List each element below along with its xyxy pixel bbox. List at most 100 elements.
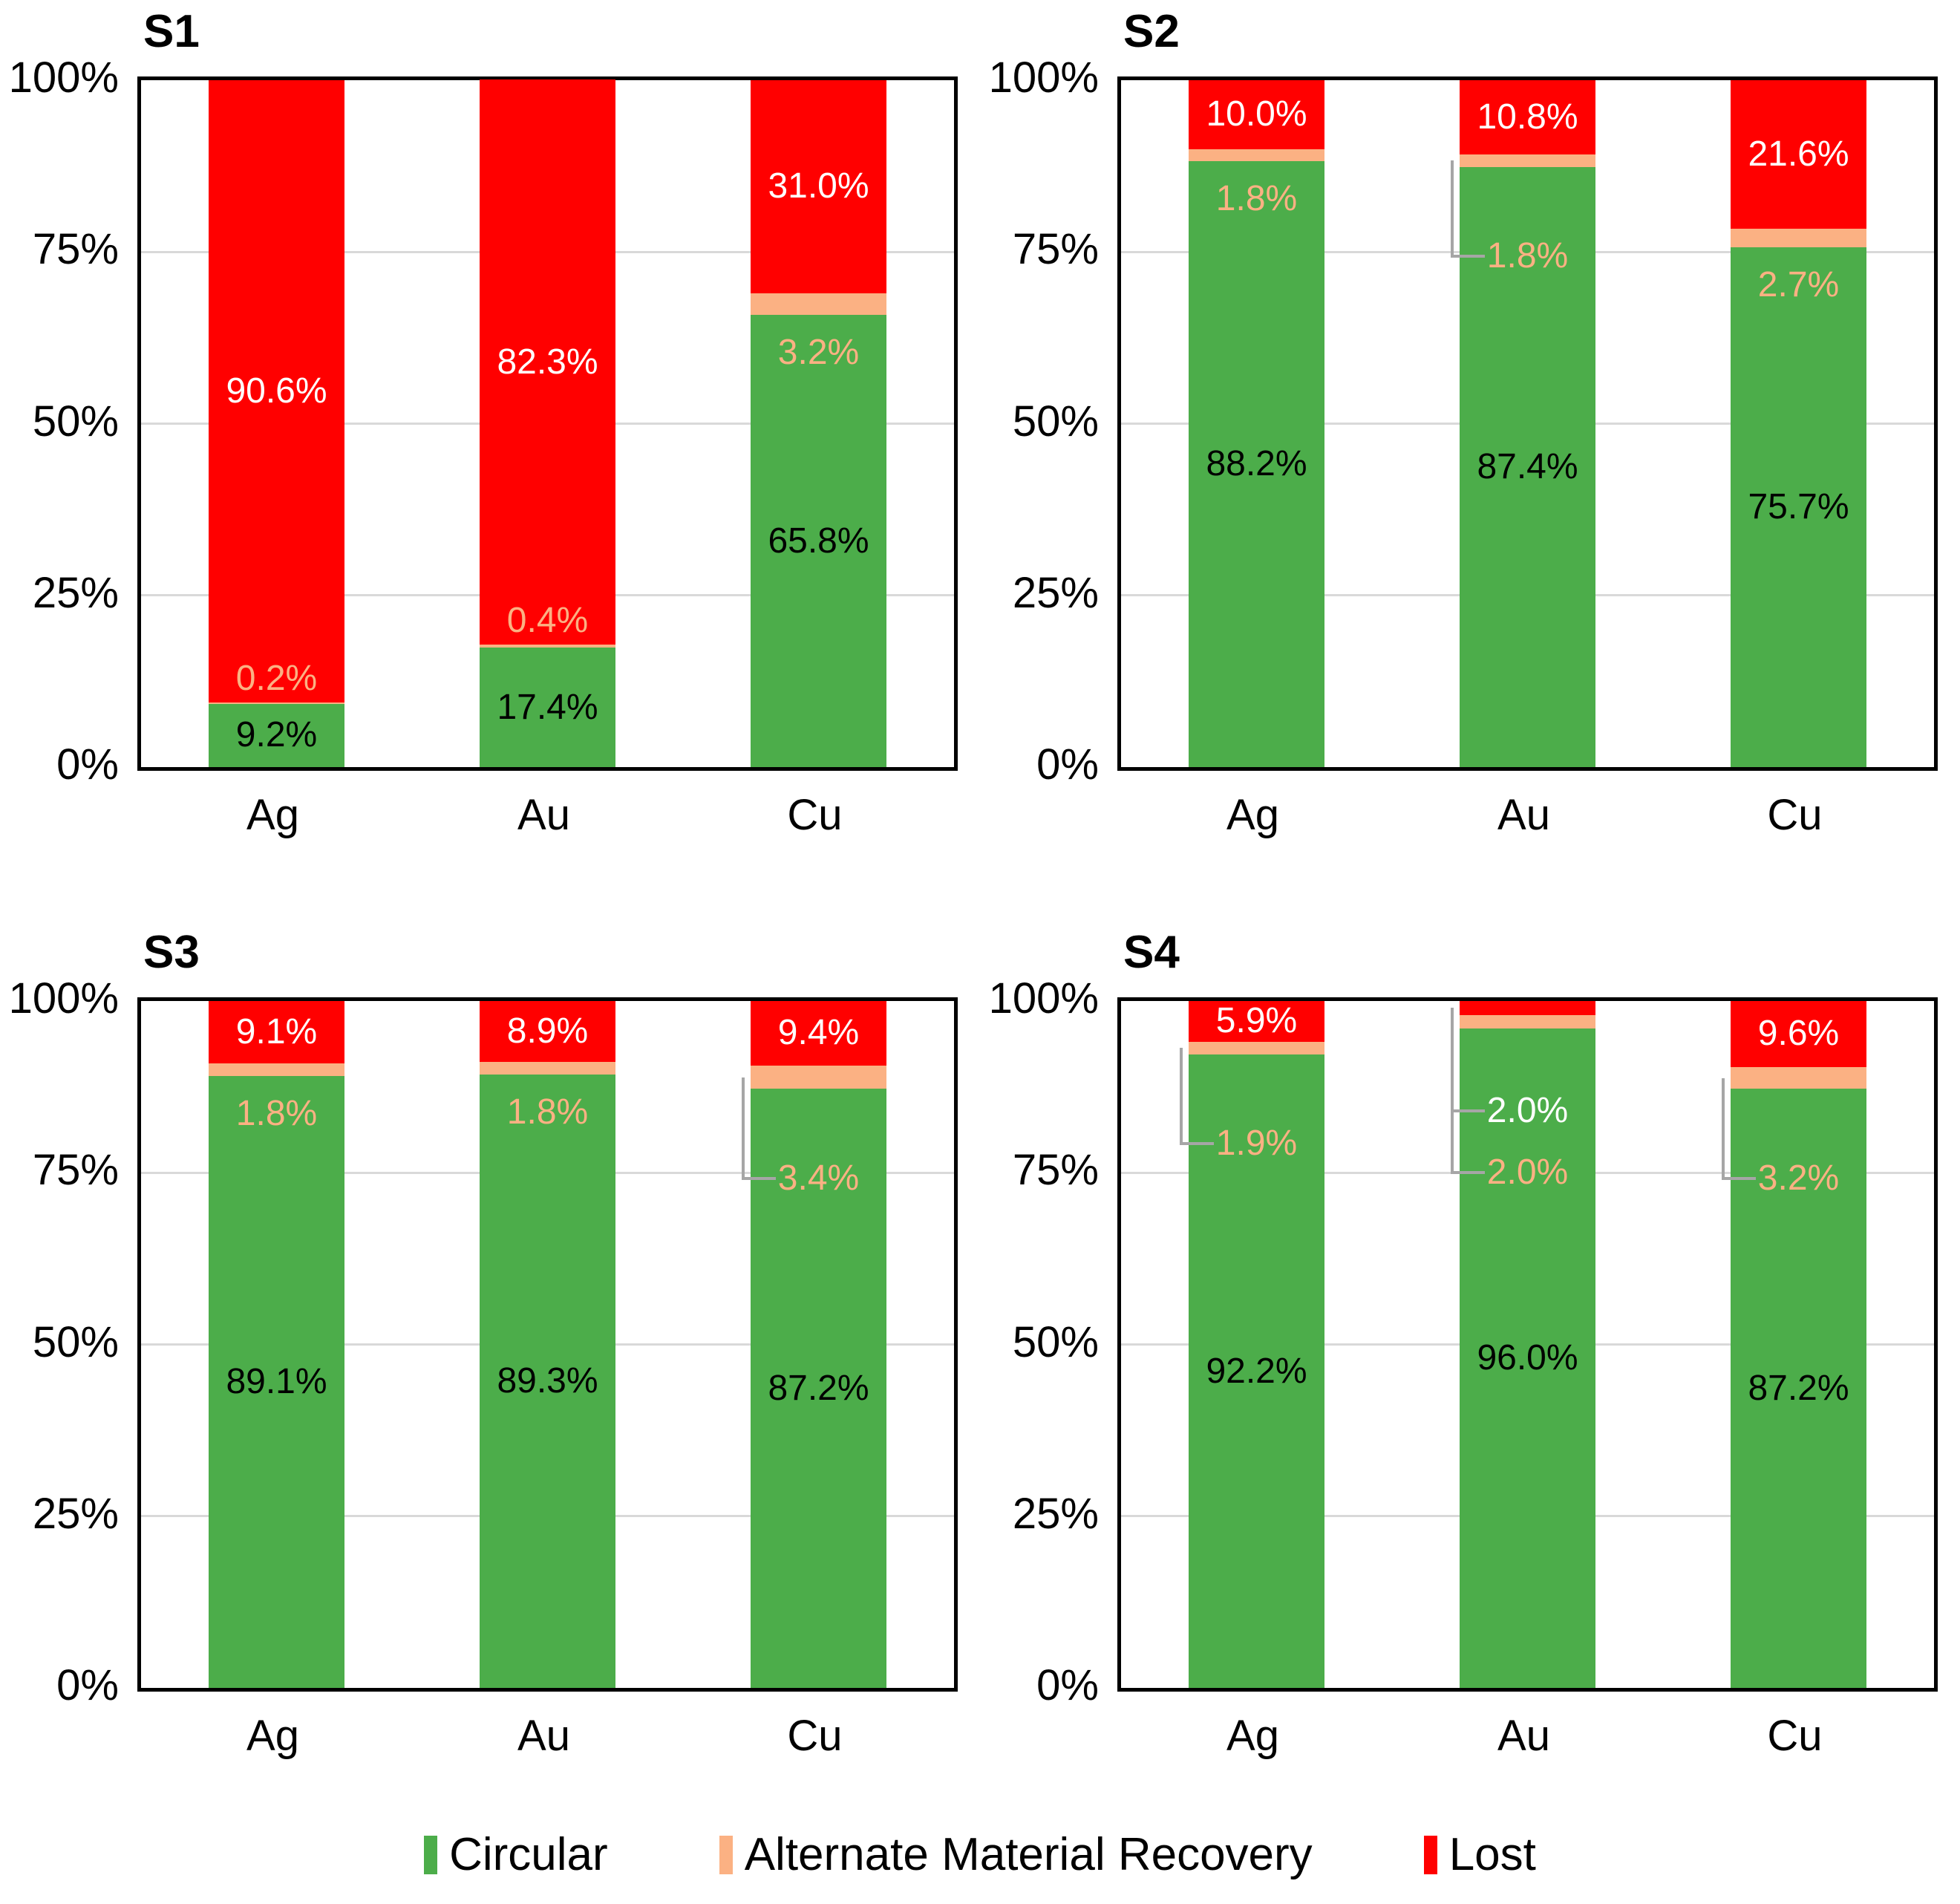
s3-au-amr-label: 1.8% [506,1092,589,1132]
s2-cu-circular-segment [1731,247,1866,767]
plot-area-s4: 92.2% 1.9% 5.9% 96.0% 2.0% 2.0% 87.2% 3.2% 9.6% [1117,997,1938,1692]
legend-item-circular: Circular [424,1829,608,1881]
y-tick-label: 50% [32,397,119,446]
s2-ag-circular-label: 88.2% [1206,444,1307,484]
y-tick-label: 75% [1012,1146,1099,1195]
leader-line-vertical [1722,1077,1725,1178]
leader-line-vertical [742,1077,745,1178]
x-category-label-s4-au: Au [1497,1712,1550,1760]
s1-au-lost-label: 82.3% [497,342,598,382]
x-category-label-s3-au: Au [517,1712,570,1760]
chart-s4: S4 100% 75% 50% 25% 0% 92.2% 1.9% 5.9% 96.0% 2.0% 2… [980,927,1960,1810]
x-category-label-s2-ag: Ag [1226,791,1279,839]
s3-ag-circular-label: 89.1% [226,1361,327,1401]
y-tick-label: 25% [32,568,119,617]
s1-cu-amr-segment [751,293,886,316]
y-tick-label: 100% [988,974,1099,1023]
x-category-label-s2-cu: Cu [1767,791,1823,839]
s1-cu-circular-label: 65.8% [768,521,869,561]
s3-cu-circular-segment [751,1089,886,1688]
s2-cu-lost-label: 21.6% [1748,134,1849,174]
s4-ag-amr-segment [1189,1041,1324,1055]
s3-au-lost-label: 8.9% [506,1011,589,1052]
s3-ag-lost-segment [209,1001,344,1064]
y-tick-label: 50% [1012,397,1099,446]
chart-title-s1: S1 [143,6,200,57]
leader-line-vertical [1451,160,1454,256]
leader-line-horizontal [1180,1142,1215,1146]
s1-ag-lost-label: 90.6% [226,371,327,411]
chart-title-s3: S3 [143,927,200,978]
plot-area-s2: 88.2% 1.8% 10.0% 87.4% 1.8% 10.8% 75.7% 2.7% 21.… [1117,76,1938,771]
s4-cu-lost-label: 9.6% [1757,1014,1840,1054]
chart-s3: S3 100% 75% 50% 25% 0% 89.1% 1.8% 9.1% 89.3% 1.8% 8… [0,927,980,1810]
y-tick-label: 100% [8,53,119,102]
leader-line-horizontal [742,1176,777,1180]
s1-au-amr-segment [480,645,615,648]
y-tick-label: 25% [1012,1489,1099,1538]
s3-au-circular-label: 89.3% [497,1360,598,1401]
y-tick-label: 75% [32,1146,119,1195]
s2-au-circular-segment [1460,166,1595,767]
y-tick-label: 25% [32,1489,119,1538]
y-tick-label: 0% [56,1661,119,1709]
y-tick-label: 50% [1012,1317,1099,1366]
s4-cu-amr-label: 3.2% [1757,1158,1840,1198]
chart-s1: S1 100% 75% 50% 25% 0% 9.2% 0.2% 90.6% 17.4% 0.4% 8… [0,6,980,890]
s3-cu-lost-segment [751,1001,886,1066]
s1-ag-circular-segment [209,703,344,767]
leader-line-horizontal [1451,1109,1486,1112]
s4-cu-circular-segment [1731,1089,1866,1688]
x-category-label-s1-cu: Cu [787,791,843,839]
y-tick-label: 100% [988,53,1099,102]
s1-au-circular-label: 17.4% [497,687,598,727]
leader-line-horizontal [1451,1171,1486,1175]
y-tick-label: 75% [32,225,119,274]
s3-cu-circular-label: 87.2% [768,1368,869,1408]
s3-ag-amr-label: 1.8% [235,1093,318,1133]
legend-swatch-icon [719,1836,733,1874]
leader-line-horizontal [1722,1176,1757,1180]
s2-ag-lost-label: 10.0% [1206,94,1307,134]
y-tick-label: 0% [1036,1661,1099,1709]
y-tick-label: 0% [1036,740,1099,789]
legend-item-lost: Lost [1423,1829,1536,1881]
s4-ag-circular-segment [1189,1054,1324,1688]
x-category-label-s2-au: Au [1497,791,1550,839]
s2-cu-circular-label: 75.7% [1748,486,1849,526]
s1-ag-circular-label: 9.2% [235,715,318,755]
leader-line-vertical [1180,1048,1183,1144]
s3-cu-lost-label: 9.4% [777,1013,860,1053]
legend: Circular Alternate Material Recovery Lost [0,1818,1960,1892]
y-tick-label: 0% [56,740,119,789]
s3-au-lost-segment [480,1001,615,1063]
s2-ag-amr-label: 1.8% [1215,179,1298,219]
s1-ag-amr-label: 0.2% [235,658,318,698]
legend-label: Circular [449,1829,608,1880]
s4-au-amr-segment [1460,1014,1595,1028]
s1-ag-amr-segment [209,702,344,704]
s1-cu-lost-label: 31.0% [768,166,869,206]
leader-line-vertical [1451,1008,1454,1111]
s2-au-amr-segment [1460,154,1595,167]
s4-cu-lost-segment [1731,1001,1866,1067]
y-tick-label: 25% [1012,568,1099,617]
x-category-label-s1-au: Au [517,791,570,839]
legend-swatch-icon [424,1836,438,1874]
legend-label: Lost [1448,1829,1536,1880]
s2-cu-lost-segment [1731,80,1866,229]
leader-line-horizontal [1451,254,1486,258]
s1-au-amr-label: 0.4% [506,600,589,640]
s2-au-lost-label: 10.8% [1477,97,1578,137]
legend-label: Alternate Material Recovery [744,1829,1313,1880]
chart-s2: S2 100% 75% 50% 25% 0% 88.2% 1.8% 10.0% 87.4% 1.8%… [980,6,1960,890]
s2-ag-circular-segment [1189,161,1324,767]
legend-item-alternate-material-recovery: Alternate Material Recovery [719,1829,1313,1881]
legend-swatch-icon [1423,1836,1437,1874]
s4-au-lost-label: 2.0% [1486,1091,1569,1130]
s3-ag-circular-segment [209,1075,344,1688]
s2-ag-amr-segment [1189,149,1324,162]
s3-cu-amr-segment [751,1065,886,1089]
s3-ag-amr-segment [209,1063,344,1076]
